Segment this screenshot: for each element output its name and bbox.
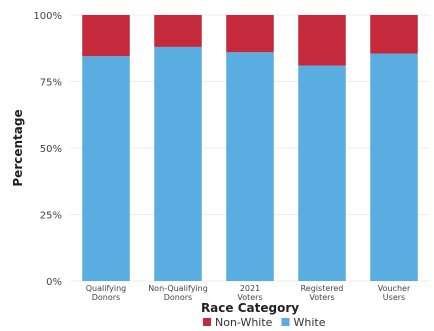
y-tick-label: 75% bbox=[40, 78, 62, 89]
bar-non-white bbox=[82, 15, 130, 57]
x-tick-label: Voucher Users bbox=[378, 284, 411, 302]
x-tick-label: Qualifying Donors bbox=[86, 284, 127, 302]
bar-white bbox=[154, 46, 202, 281]
x-tick-label: Registered Voters bbox=[301, 284, 344, 302]
bar-white bbox=[370, 53, 418, 281]
y-tick-label: 50% bbox=[40, 144, 62, 155]
bars bbox=[82, 15, 418, 282]
x-tick-label: 2021 Voters bbox=[237, 284, 262, 302]
bar-non-white bbox=[226, 15, 274, 53]
y-tick-label: 25% bbox=[40, 211, 62, 222]
bar-white bbox=[298, 65, 346, 281]
x-tick-label: Non-Qualifying Donors bbox=[148, 284, 208, 302]
y-tick-label: 100% bbox=[33, 11, 62, 22]
y-axis-title: Percentage bbox=[11, 109, 25, 186]
bar-non-white bbox=[298, 15, 346, 66]
bar-white bbox=[82, 56, 130, 282]
legend: Non-White White bbox=[203, 316, 326, 329]
y-axis-ticks: 0% 25% 50% 75% 100% bbox=[33, 11, 62, 288]
bar-non-white bbox=[370, 15, 418, 54]
y-tick-label: 0% bbox=[46, 277, 62, 288]
x-axis-title: Race Category bbox=[201, 301, 299, 315]
legend-label: Non-White bbox=[215, 316, 273, 329]
legend-label: White bbox=[294, 316, 326, 329]
legend-swatch bbox=[203, 318, 211, 326]
x-axis-ticks: Qualifying Donors Non-Qualifying Donors 2021… bbox=[86, 284, 411, 302]
bar-non-white bbox=[154, 15, 202, 47]
legend-swatch bbox=[281, 318, 290, 326]
bar-white bbox=[226, 52, 274, 281]
